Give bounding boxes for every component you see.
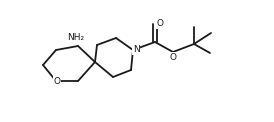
Text: O: O [156,20,164,29]
Text: N: N [133,46,139,55]
Text: O: O [53,76,61,86]
Text: O: O [170,52,176,61]
Text: NH₂: NH₂ [67,34,85,42]
